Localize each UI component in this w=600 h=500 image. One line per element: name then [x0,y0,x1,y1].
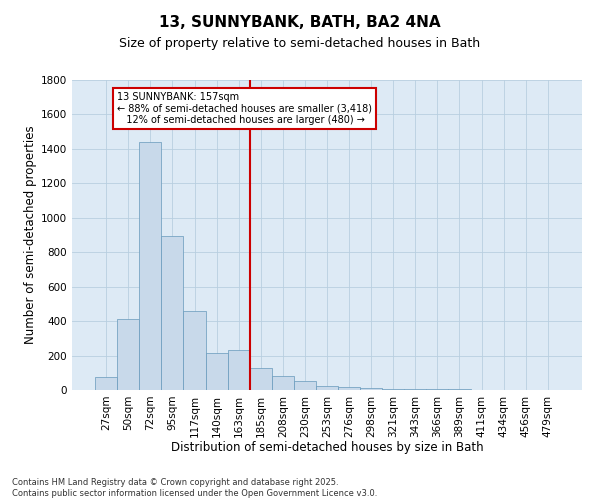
Y-axis label: Number of semi-detached properties: Number of semi-detached properties [24,126,37,344]
Bar [360,388,382,390]
Text: 13, SUNNYBANK, BATH, BA2 4NA: 13, SUNNYBANK, BATH, BA2 4NA [159,15,441,30]
Bar [382,388,404,390]
Bar [404,389,427,390]
Text: Size of property relative to semi-detached houses in Bath: Size of property relative to semi-detach… [119,38,481,51]
Text: 13 SUNNYBANK: 157sqm
← 88% of semi-detached houses are smaller (3,418)
   12% of: 13 SUNNYBANK: 157sqm ← 88% of semi-detac… [117,92,372,126]
Text: Contains HM Land Registry data © Crown copyright and database right 2025.
Contai: Contains HM Land Registry data © Crown c… [12,478,377,498]
Bar [272,376,294,390]
Bar [161,236,184,390]
Bar [227,350,250,390]
Bar [206,353,227,390]
Bar [250,368,272,390]
Bar [316,386,338,390]
Bar [338,388,360,390]
Bar [294,382,316,390]
X-axis label: Distribution of semi-detached houses by size in Bath: Distribution of semi-detached houses by … [170,441,484,454]
Bar [184,311,206,390]
Bar [117,318,139,390]
Bar [139,142,161,390]
Bar [95,377,117,390]
